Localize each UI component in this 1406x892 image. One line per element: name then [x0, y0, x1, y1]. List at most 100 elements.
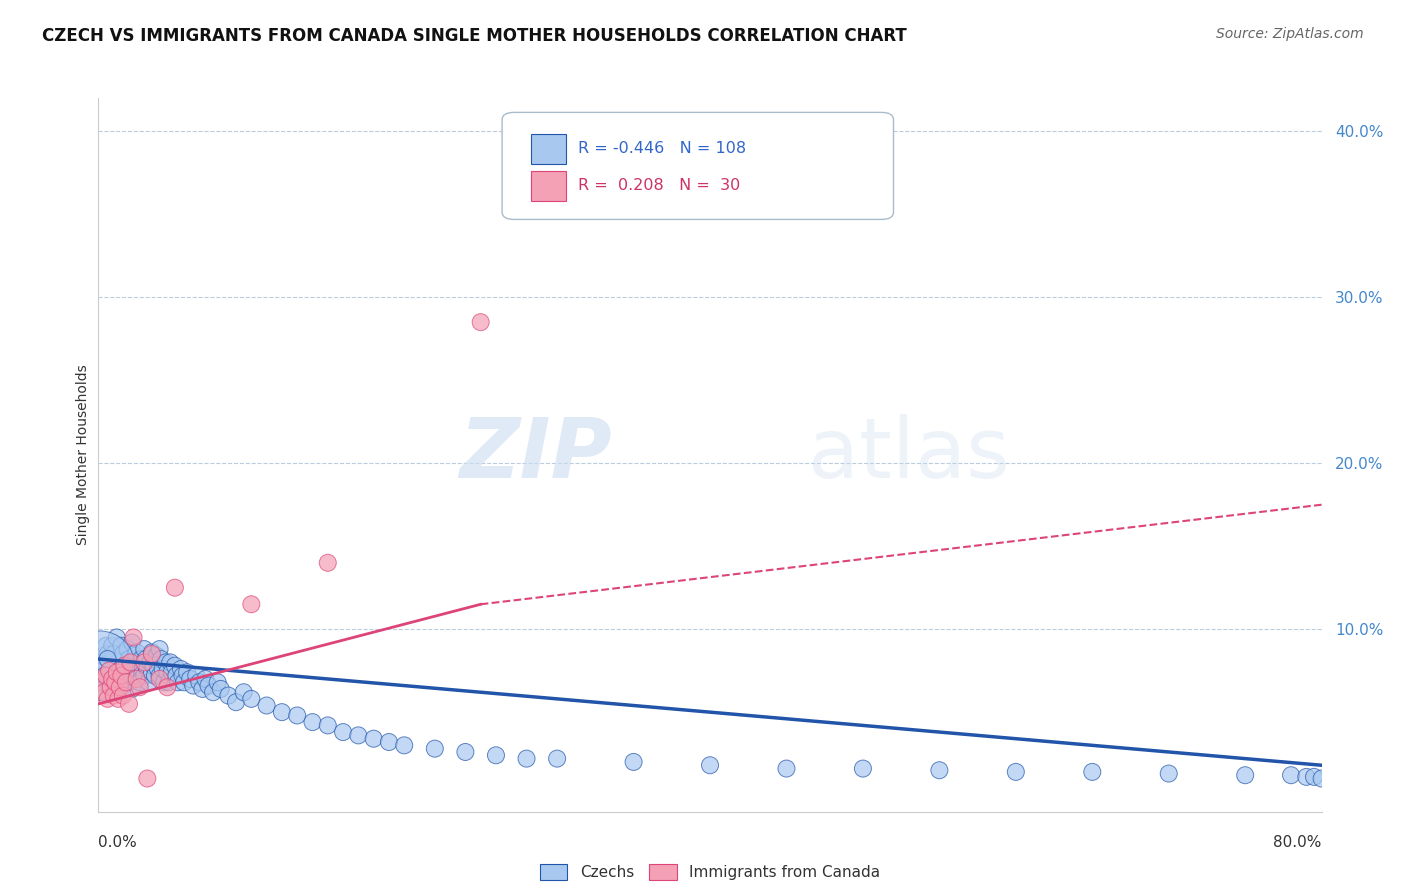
Point — [98, 656, 121, 670]
Point — [378, 735, 401, 749]
Point — [454, 745, 477, 759]
Point — [97, 691, 120, 706]
Point — [159, 656, 181, 670]
Point — [105, 665, 128, 680]
Point — [110, 639, 132, 653]
Point — [107, 656, 129, 670]
Point — [1081, 764, 1104, 779]
Text: CZECH VS IMMIGRANTS FROM CANADA SINGLE MOTHER HOUSEHOLDS CORRELATION CHART: CZECH VS IMMIGRANTS FROM CANADA SINGLE M… — [42, 27, 907, 45]
Point — [134, 656, 156, 670]
Point — [1004, 764, 1026, 779]
Point — [232, 685, 254, 699]
Point — [163, 581, 186, 595]
Point — [1303, 770, 1326, 784]
Point — [125, 645, 148, 659]
Text: atlas: atlas — [808, 415, 1010, 495]
Point — [112, 658, 135, 673]
Point — [179, 672, 201, 686]
Text: 0.0%: 0.0% — [98, 836, 138, 850]
Bar — [531, 134, 565, 164]
Point — [110, 680, 132, 694]
Point — [112, 658, 135, 673]
Point — [332, 725, 354, 739]
Text: ZIP: ZIP — [460, 415, 612, 495]
Point — [121, 635, 143, 649]
Point — [111, 647, 134, 661]
Point — [100, 680, 122, 694]
Point — [202, 685, 225, 699]
Point — [136, 662, 159, 676]
Point — [160, 665, 183, 680]
Point — [111, 689, 134, 703]
Text: R = -0.446   N = 108: R = -0.446 N = 108 — [578, 141, 747, 156]
Point — [316, 556, 339, 570]
Point — [165, 668, 187, 682]
Point — [301, 715, 323, 730]
Point — [93, 668, 115, 682]
Point — [101, 639, 124, 653]
Point — [149, 668, 172, 682]
Point — [852, 762, 875, 776]
Point — [240, 691, 263, 706]
Point — [91, 664, 114, 678]
Point — [149, 642, 172, 657]
Point — [163, 658, 186, 673]
Point — [181, 679, 204, 693]
Point — [128, 675, 150, 690]
Y-axis label: Single Mother Households: Single Mother Households — [76, 365, 90, 545]
Point — [122, 631, 145, 645]
Point — [485, 748, 508, 763]
Point — [108, 664, 131, 678]
Point — [470, 315, 492, 329]
Point — [124, 648, 146, 663]
Point — [129, 652, 152, 666]
Point — [172, 668, 194, 682]
Point — [1234, 768, 1257, 782]
Point — [117, 642, 139, 657]
Point — [120, 656, 142, 670]
Point — [699, 758, 721, 772]
Point — [240, 597, 263, 611]
Point — [122, 658, 145, 673]
Point — [90, 656, 112, 670]
Point — [146, 662, 169, 676]
Point — [121, 681, 143, 696]
Point — [167, 675, 190, 690]
Point — [191, 681, 214, 696]
Point — [225, 695, 247, 709]
Point — [135, 652, 157, 666]
Point — [156, 665, 179, 680]
Point — [98, 664, 121, 678]
Point — [94, 672, 117, 686]
Point — [149, 672, 172, 686]
Point — [132, 662, 155, 676]
Point — [141, 647, 163, 661]
Point — [145, 648, 167, 663]
Point — [546, 751, 568, 765]
Point — [118, 697, 141, 711]
Point — [207, 675, 229, 690]
Point — [153, 675, 176, 690]
Point — [285, 708, 308, 723]
Point — [97, 647, 120, 661]
Point — [127, 658, 149, 673]
Text: 80.0%: 80.0% — [1274, 836, 1322, 850]
Point — [125, 668, 148, 682]
Point — [516, 751, 538, 765]
Point — [209, 681, 232, 696]
Point — [125, 672, 148, 686]
Point — [155, 656, 177, 670]
Point — [142, 658, 165, 673]
Point — [134, 642, 156, 657]
Point — [120, 662, 142, 676]
Point — [128, 680, 150, 694]
Point — [103, 689, 125, 703]
Point — [103, 672, 125, 686]
Point — [97, 652, 120, 666]
Point — [94, 668, 117, 682]
Point — [89, 658, 111, 673]
Point — [150, 652, 173, 666]
Point — [156, 680, 179, 694]
Point — [363, 731, 385, 746]
Point — [93, 685, 115, 699]
